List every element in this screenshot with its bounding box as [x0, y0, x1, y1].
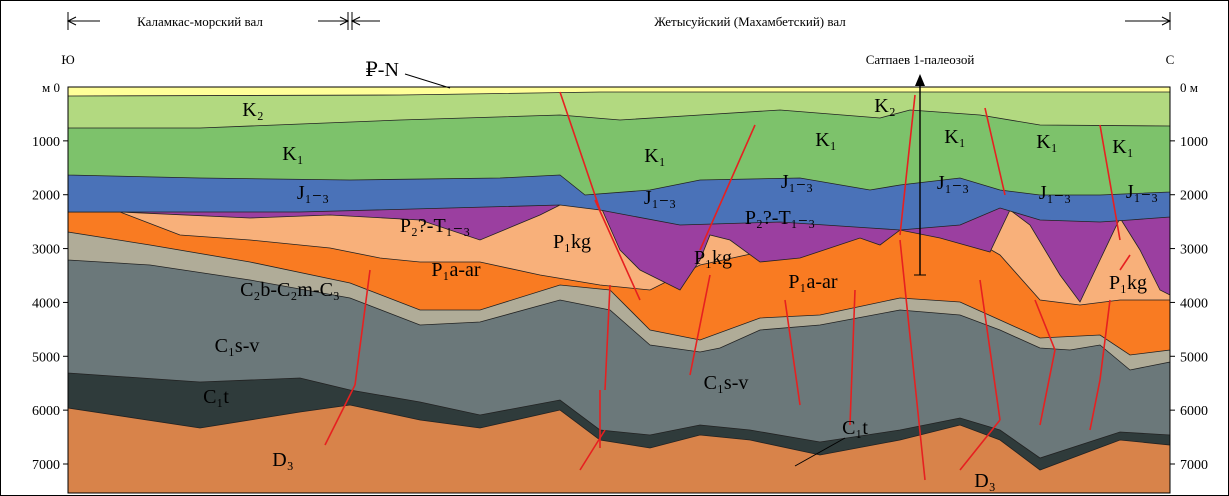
layer-label: K₂	[874, 95, 895, 117]
cross-section: Каламкас-морский вал Жетысуйский (Махамб…	[0, 0, 1229, 496]
layer-label: P₁a-ar	[431, 259, 481, 281]
layer-label: P₂?-T₁₋₃	[745, 207, 815, 229]
tick-label: 4000	[32, 296, 60, 311]
layer-label: D₃	[272, 449, 293, 471]
layer-label: P₁kg	[553, 231, 591, 253]
zone-label: Жетысуйский (Махамбетский) вал	[654, 14, 846, 29]
tick-label: 3000	[32, 243, 60, 258]
tick-label: 1000	[32, 135, 60, 150]
tick-label: 1000	[1180, 135, 1208, 150]
layer-label: K₁	[282, 143, 303, 165]
layer-label: K₁	[1036, 131, 1057, 153]
layer-label: J₁₋₃	[644, 187, 676, 209]
tick-label: 4000	[1180, 296, 1208, 311]
layer-label: J₁₋₃	[781, 171, 813, 193]
layer-label: P₁kg	[694, 247, 732, 269]
tick-label: 2000	[32, 189, 60, 204]
layer-label: D₃	[974, 470, 995, 492]
direction-label: Ю	[61, 52, 74, 67]
layer-label: J₁₋₃	[1039, 182, 1071, 204]
tick-label: 7000	[32, 458, 60, 473]
tick-label: 2000	[1180, 189, 1208, 204]
layer-label: K₁	[644, 145, 665, 167]
layer-label: K₁	[815, 129, 836, 151]
axis-zero: м 0	[42, 80, 60, 95]
layer-label: C₂b-C₂m-C₃	[240, 279, 340, 301]
tick-label: 6000	[1180, 404, 1208, 419]
layer-label: K₁	[944, 126, 965, 148]
layers	[68, 74, 1170, 493]
tick-label: 5000	[1180, 350, 1208, 365]
layer-label: ₽-N	[365, 59, 399, 81]
layer-label: C₁t	[842, 417, 868, 439]
layer-label: P₂?-T₁₋₃	[400, 215, 470, 237]
tick-label: 3000	[1180, 243, 1208, 258]
layer-label: K₁	[1112, 136, 1133, 158]
layer-label: J₁₋₃	[1126, 181, 1158, 203]
zone-label: Каламкас-морский вал	[137, 14, 263, 29]
layer-label: J₁₋₃	[937, 172, 969, 194]
tick-label: 6000	[32, 404, 60, 419]
layer-label: P₁a-ar	[788, 271, 838, 293]
layer-label: C₁t	[203, 386, 229, 408]
tick-label: 5000	[32, 350, 60, 365]
layer-label: C₁s-v	[704, 372, 749, 394]
tick-label: 7000	[1180, 458, 1208, 473]
layer-label: P₁kg	[1109, 272, 1147, 294]
direction-label: С	[1166, 52, 1175, 67]
layer-label: C₁s-v	[215, 335, 260, 357]
axis-zero: 0 м	[1180, 80, 1198, 95]
layer-label: K₂	[242, 99, 263, 121]
well-label: Сатпаев 1-палеозой	[866, 52, 975, 67]
layer-label: J₁₋₃	[297, 182, 329, 204]
